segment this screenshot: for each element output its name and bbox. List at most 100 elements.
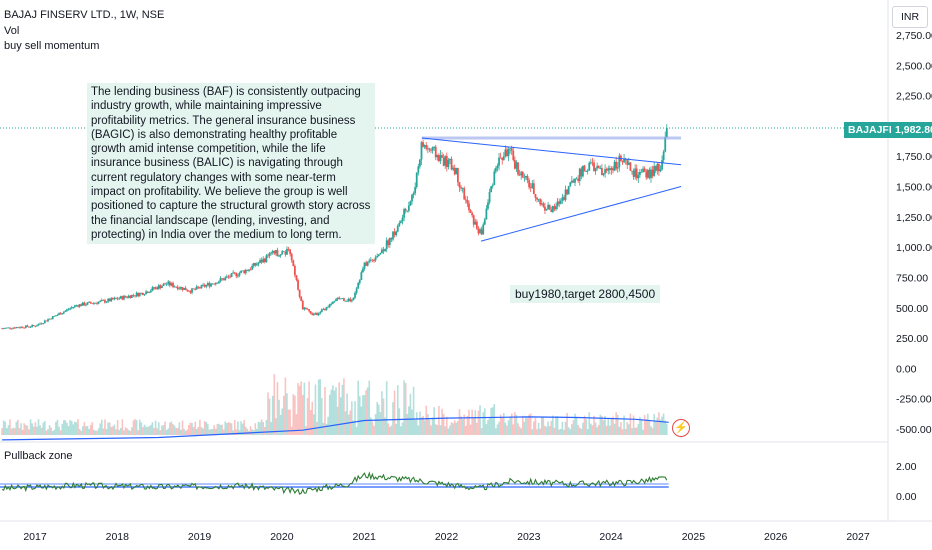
volume-bar — [129, 430, 132, 435]
annotation-text-box[interactable]: The lending business (BAF) is consistent… — [87, 83, 375, 245]
volume-bar — [175, 428, 177, 435]
volume-bar — [6, 428, 8, 435]
volume-bar — [362, 395, 364, 435]
candle-body — [229, 276, 231, 278]
trade-annotation[interactable]: buy1980,target 2800,4500 — [510, 285, 661, 303]
volume-bar — [150, 424, 152, 435]
candle-body — [369, 259, 372, 261]
volume-bar — [370, 417, 372, 435]
candle-body — [354, 292, 356, 298]
candle-body — [339, 298, 342, 300]
volume-bar — [183, 428, 185, 435]
last-price-tag: 1,982.80 — [891, 122, 932, 138]
volume-bar — [119, 428, 122, 435]
volume-bar — [151, 422, 154, 435]
volume-bar — [256, 428, 258, 435]
candle-body — [312, 313, 315, 316]
volume-bar — [197, 426, 200, 435]
volume-bar — [309, 409, 312, 435]
candle-body — [189, 291, 192, 293]
candle-body — [588, 162, 591, 171]
candle-body — [502, 156, 505, 160]
oscillator-pane-label[interactable]: Pullback zone — [4, 450, 73, 462]
volume-bar — [262, 421, 265, 435]
volume-bar — [484, 408, 486, 435]
candle-body — [113, 297, 116, 300]
candle-body — [485, 208, 488, 220]
volume-bar — [94, 430, 97, 435]
volume-bar — [634, 427, 636, 435]
volume-bar — [300, 381, 303, 435]
symbol-title[interactable]: BAJAJ FINSERV LTD., 1W, NSE — [4, 9, 165, 21]
candle-body — [149, 290, 152, 293]
volume-bar — [26, 425, 29, 435]
volume-bar — [332, 385, 334, 435]
volume-bar — [70, 421, 73, 435]
candle-body — [496, 165, 499, 169]
volume-bar — [199, 419, 201, 435]
volume-bar — [200, 427, 203, 435]
volume-bar — [404, 382, 407, 435]
volume-bar — [390, 425, 393, 435]
volume-bar — [431, 417, 434, 435]
candle-body — [267, 255, 269, 257]
candle-body — [213, 283, 216, 285]
volume-bar — [100, 419, 103, 435]
candle-body — [583, 165, 586, 172]
volume-bar — [552, 415, 554, 435]
candle-body — [127, 295, 130, 298]
candle-body — [137, 292, 140, 297]
volume-bar — [31, 423, 33, 435]
candle-body — [483, 219, 486, 225]
lightning-icon[interactable]: ⚡ — [672, 419, 690, 437]
momentum-indicator-label[interactable]: buy sell momentum — [4, 40, 100, 52]
candle-body — [357, 283, 360, 289]
volume-bar — [536, 429, 538, 435]
candle-body — [400, 221, 402, 223]
volume-bar — [474, 410, 477, 435]
volume-bar — [271, 395, 274, 435]
volume-bar — [63, 420, 65, 435]
candle-body — [293, 266, 296, 276]
volume-bar — [446, 416, 448, 435]
volume-bar — [278, 399, 280, 435]
volume-bar — [107, 422, 109, 435]
candle-body — [50, 318, 53, 320]
volume-indicator-label[interactable]: Vol — [4, 25, 20, 37]
volume-bar — [108, 422, 111, 435]
volume-bar — [436, 425, 439, 435]
volume-bar — [659, 419, 662, 435]
volume-bar — [140, 422, 143, 435]
candle-body — [589, 162, 592, 164]
candle-body — [202, 284, 204, 286]
volume-bar — [618, 426, 621, 435]
candle-body — [145, 291, 148, 295]
candle-body — [66, 309, 68, 311]
candle-body — [270, 252, 273, 254]
candle-body — [278, 255, 280, 257]
volume-bar — [569, 429, 572, 435]
volume-bar — [628, 424, 630, 435]
volume-bar — [412, 386, 415, 435]
candle-body — [623, 159, 625, 163]
candle-body — [180, 287, 182, 289]
volume-bar — [257, 421, 260, 435]
candle-body — [159, 285, 162, 288]
candle-body — [517, 162, 519, 175]
volume-bar — [219, 424, 222, 435]
currency-selector[interactable]: INR — [892, 6, 928, 28]
candle-body — [506, 149, 508, 157]
volume-bar — [91, 422, 94, 435]
volume-bar — [506, 425, 508, 435]
candle-body — [654, 165, 657, 171]
candle-body — [75, 305, 78, 307]
candle-body — [29, 326, 32, 328]
candle-body — [544, 206, 546, 211]
candle-body — [632, 170, 635, 177]
volume-bar — [176, 428, 179, 435]
candle-body — [241, 270, 244, 272]
volume-bar — [656, 417, 659, 435]
price-axis-label: 500.00 — [896, 303, 928, 315]
candle-body — [659, 169, 662, 172]
